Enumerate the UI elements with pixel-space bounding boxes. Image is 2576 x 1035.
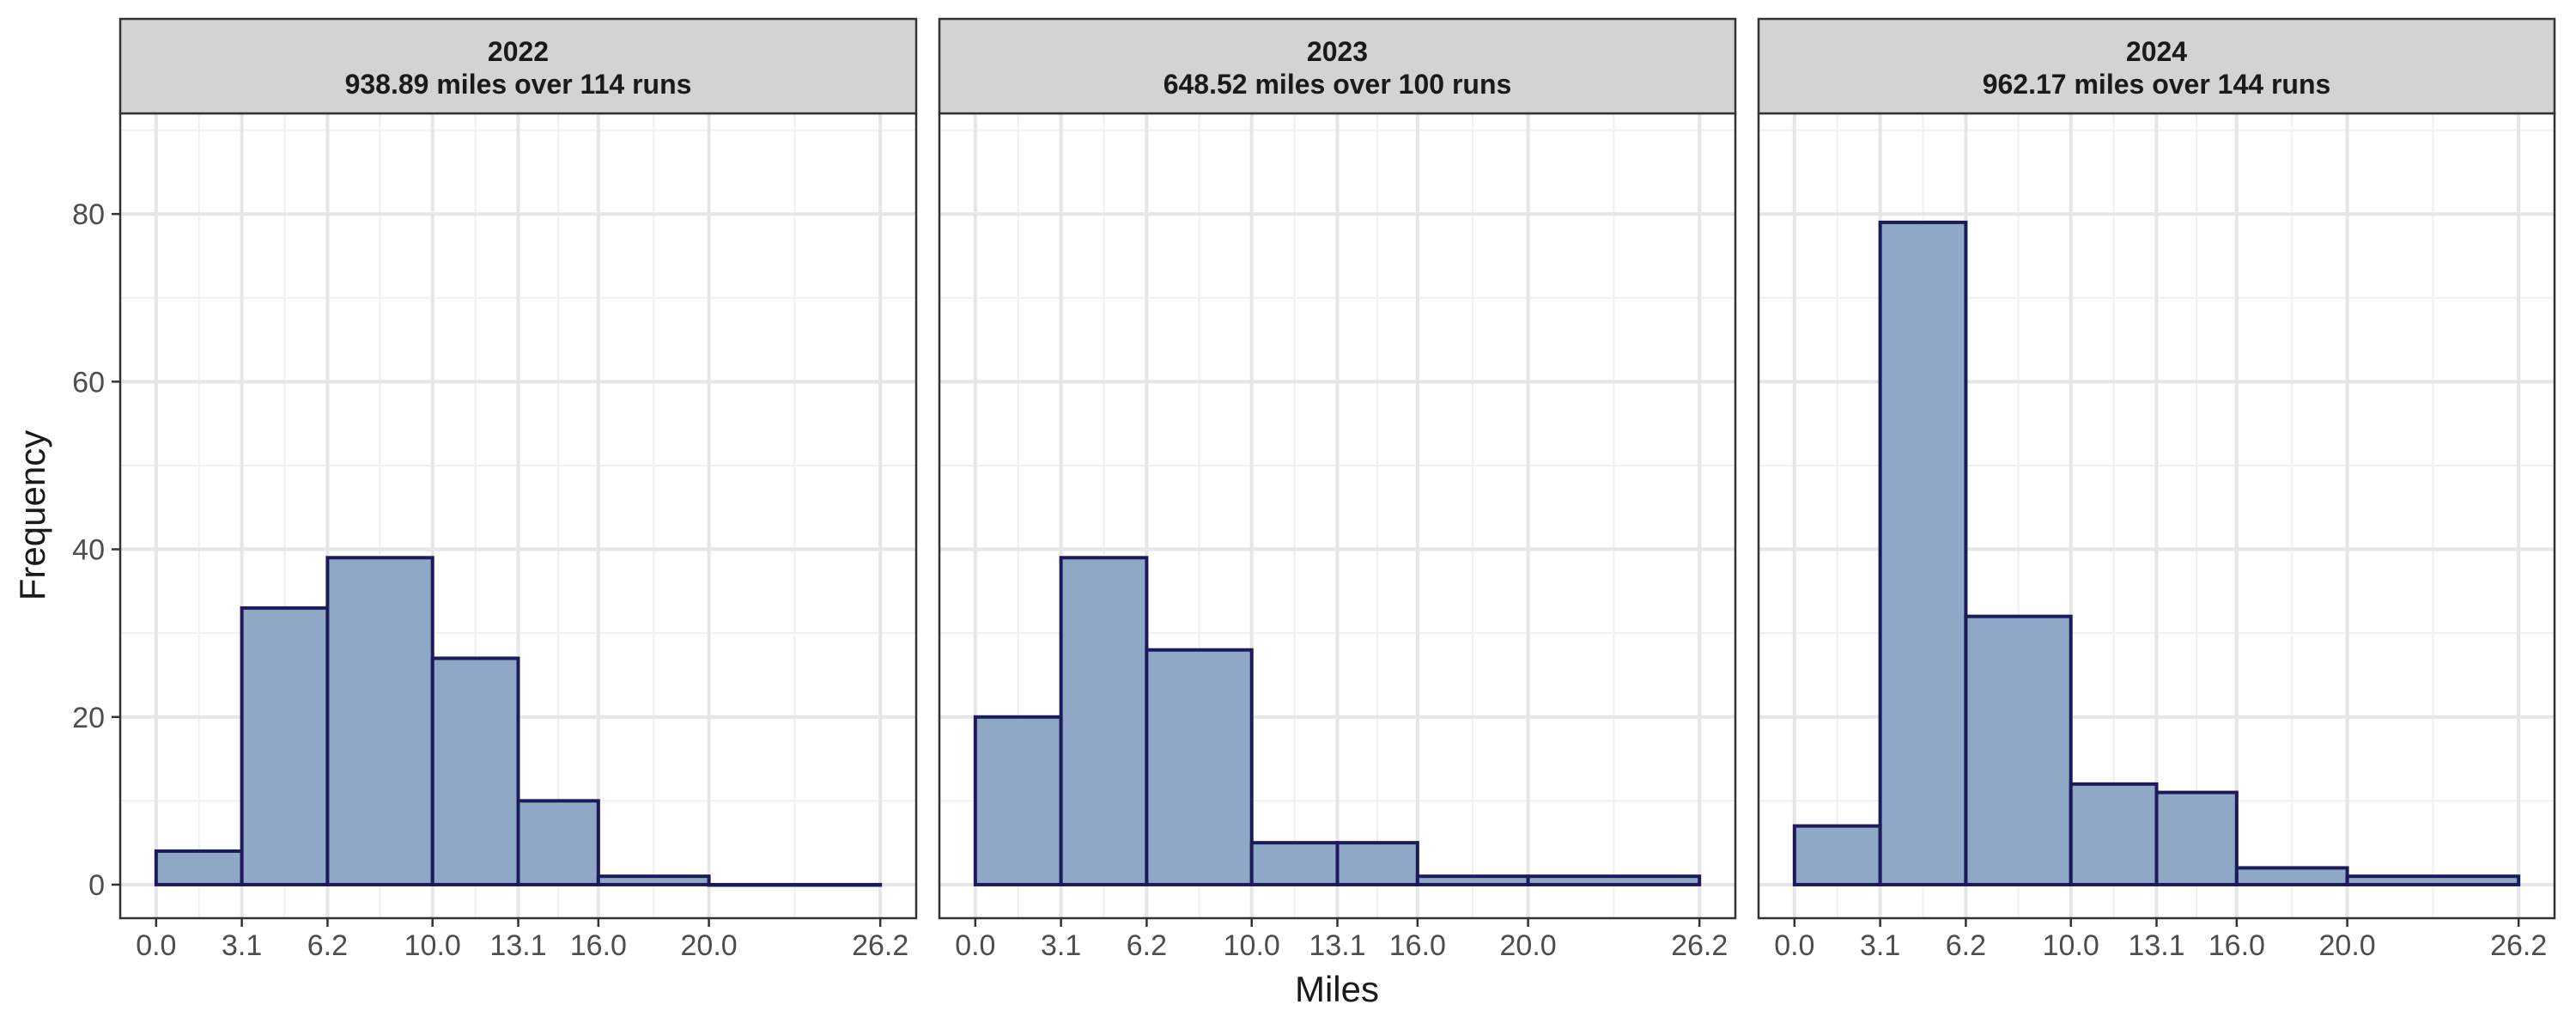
y-tick-label: 80 bbox=[72, 198, 105, 231]
histogram-bar bbox=[596, 874, 711, 886]
x-tick-label: 26.2 bbox=[1671, 929, 1728, 962]
facet-strip-summary: 648.52 miles over 100 runs bbox=[1163, 69, 1512, 100]
x-tick-label: 3.1 bbox=[1041, 929, 1081, 962]
x-tick-label: 20.0 bbox=[2319, 929, 2376, 962]
histogram-bar bbox=[1059, 556, 1149, 886]
histogram-bar bbox=[1145, 648, 1254, 886]
x-tick-label: 6.2 bbox=[1127, 929, 1167, 962]
x-tick-label: 20.0 bbox=[681, 929, 738, 962]
histogram-bar bbox=[154, 849, 244, 886]
histogram-bar bbox=[430, 656, 520, 886]
x-tick-label: 6.2 bbox=[1946, 929, 1986, 962]
x-tick-label: 13.1 bbox=[489, 929, 546, 962]
y-tick-label: 20 bbox=[72, 702, 105, 734]
x-tick-label: 10.0 bbox=[1224, 929, 1280, 962]
x-tick-label: 10.0 bbox=[404, 929, 461, 962]
facet-strip-year: 2023 bbox=[1307, 36, 1368, 67]
facet-strip bbox=[938, 17, 1737, 115]
histogram-bar bbox=[1249, 841, 1340, 886]
x-tick-label: 3.1 bbox=[1860, 929, 1900, 962]
x-tick-label: 13.1 bbox=[1309, 929, 1365, 962]
x-tick-label: 16.0 bbox=[570, 929, 627, 962]
x-tick-label: 26.2 bbox=[2490, 929, 2547, 962]
facet-strip bbox=[1757, 17, 2556, 115]
x-tick-label: 3.1 bbox=[222, 929, 262, 962]
histogram-bar bbox=[707, 882, 883, 887]
facet-strip-year: 2022 bbox=[488, 36, 549, 67]
histogram-bar bbox=[2345, 874, 2521, 886]
facet-strip bbox=[118, 17, 918, 115]
y-tick-label: 0 bbox=[88, 869, 105, 902]
x-tick-label: 16.0 bbox=[2208, 929, 2265, 962]
histogram-bar bbox=[516, 799, 600, 886]
facet-strip-summary: 938.89 miles over 114 runs bbox=[345, 69, 692, 100]
x-tick-label: 0.0 bbox=[955, 929, 995, 962]
facet-strip-year: 2024 bbox=[2126, 36, 2187, 67]
histogram-bar bbox=[1415, 874, 1530, 886]
histogram-bar bbox=[1792, 824, 1882, 886]
histogram-bar bbox=[325, 556, 434, 886]
histogram-bar bbox=[1335, 841, 1419, 886]
histogram-bar bbox=[2154, 790, 2239, 886]
x-tick-label: 0.0 bbox=[1774, 929, 1814, 962]
y-axis-title: Frequency bbox=[12, 430, 52, 600]
x-tick-label: 10.0 bbox=[2043, 929, 2099, 962]
x-tick-label: 26.2 bbox=[852, 929, 908, 962]
histogram-bar bbox=[1964, 614, 2073, 886]
x-tick-label: 20.0 bbox=[1500, 929, 1557, 962]
y-tick-label: 40 bbox=[72, 534, 105, 567]
y-tick-label: 60 bbox=[72, 366, 105, 399]
x-tick-label: 16.0 bbox=[1389, 929, 1446, 962]
x-axis-title: Miles bbox=[1295, 969, 1379, 1009]
x-tick-label: 13.1 bbox=[2128, 929, 2184, 962]
histogram-bar bbox=[2234, 866, 2349, 886]
histogram-bar bbox=[2069, 782, 2159, 886]
facet-strip-summary: 962.17 miles over 144 runs bbox=[1983, 69, 2331, 100]
histogram-bar bbox=[240, 606, 330, 886]
x-tick-label: 0.0 bbox=[136, 929, 176, 962]
histogram-bar bbox=[1878, 220, 1968, 886]
x-tick-label: 6.2 bbox=[307, 929, 348, 962]
histogram-bar bbox=[1526, 874, 1702, 886]
histogram-bar bbox=[973, 715, 1063, 886]
